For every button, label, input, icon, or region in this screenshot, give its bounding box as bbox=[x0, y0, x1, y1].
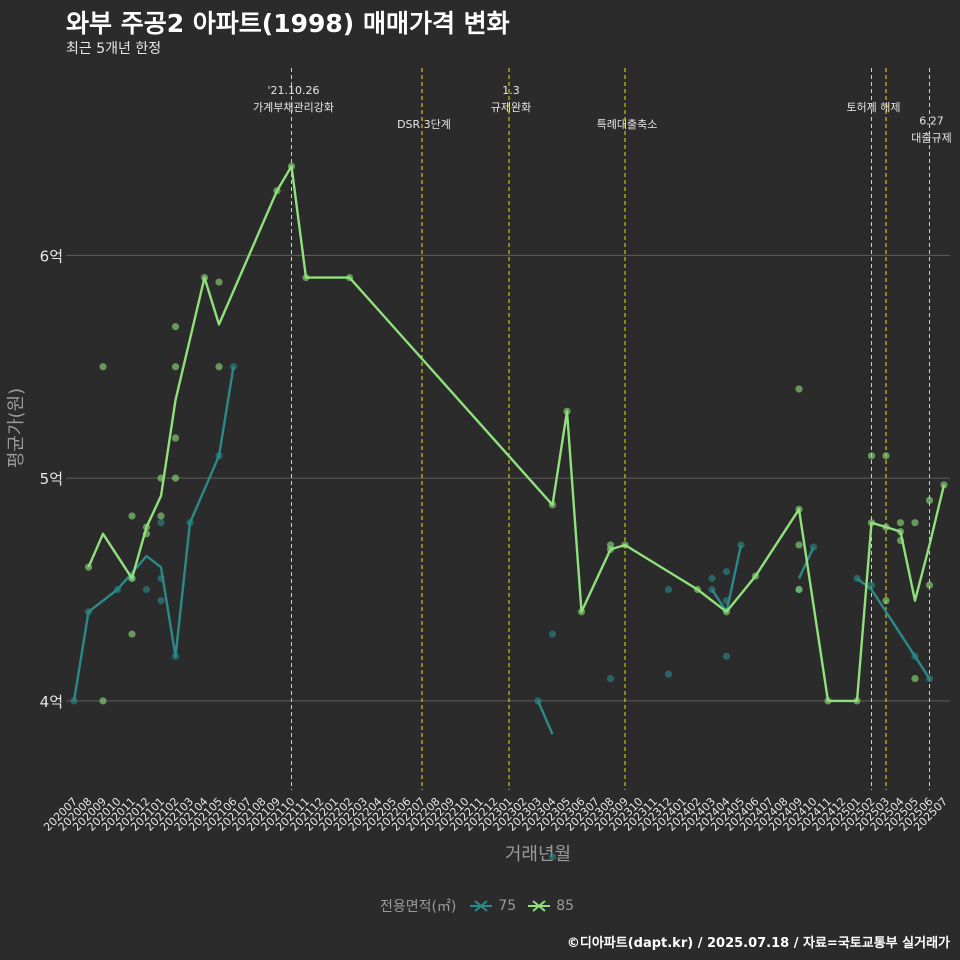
data-point-85 bbox=[99, 363, 107, 371]
source-caption: ©디아파트(dapt.kr) / 2025.07.18 / 자료=국토교통부 실… bbox=[566, 936, 950, 951]
data-point-75 bbox=[722, 652, 731, 660]
legend-label-75: 75 bbox=[498, 898, 517, 914]
x-axis-title: 거래년월 bbox=[505, 844, 571, 865]
data-point-75 bbox=[157, 597, 165, 605]
data-point-85 bbox=[795, 541, 803, 549]
y-tick-label: 6억 bbox=[40, 247, 63, 265]
series-line-75 bbox=[72, 366, 235, 702]
event-label: 대출규제 bbox=[911, 132, 951, 145]
data-point-85 bbox=[795, 585, 803, 594]
series-line-75 bbox=[536, 700, 554, 735]
data-point-85 bbox=[128, 630, 136, 638]
series-line-75 bbox=[856, 577, 931, 680]
data-point-85 bbox=[795, 385, 803, 393]
data-point-85 bbox=[925, 581, 934, 589]
data-point-75 bbox=[664, 670, 673, 678]
data-point-75 bbox=[606, 675, 615, 683]
data-point-85 bbox=[882, 597, 890, 605]
data-point-85 bbox=[157, 512, 165, 520]
event-label: 1.3 bbox=[502, 84, 520, 97]
data-point-85 bbox=[215, 278, 223, 286]
data-point-85 bbox=[99, 697, 107, 705]
legend: 전용면적(㎡) 75 85 bbox=[0, 896, 960, 916]
data-point-85 bbox=[911, 675, 919, 683]
data-point-75 bbox=[664, 585, 673, 594]
data-point-85 bbox=[925, 496, 934, 504]
event-label: 6.27 bbox=[919, 115, 944, 128]
y-axis-title: 평균가(원) bbox=[6, 388, 27, 468]
event-label: '21.10.26 bbox=[267, 84, 319, 97]
data-point-85 bbox=[867, 452, 876, 460]
data-point-75 bbox=[142, 585, 151, 594]
data-point-85 bbox=[171, 363, 180, 371]
event-label: 특례대출축소 bbox=[597, 118, 658, 131]
data-point-75 bbox=[737, 541, 745, 549]
data-point-85 bbox=[171, 434, 180, 442]
chart-title: 와부 주공2 아파트(1998) 매매가격 변화 bbox=[66, 9, 510, 38]
data-point-75 bbox=[548, 853, 557, 861]
data-point-85 bbox=[128, 512, 136, 520]
chart-subtitle: 최근 5개년 한정 bbox=[66, 41, 162, 57]
legend-title: 전용면적(㎡) bbox=[379, 899, 457, 915]
data-point-85 bbox=[171, 323, 180, 331]
data-point-85 bbox=[606, 541, 615, 549]
data-point-75 bbox=[708, 574, 716, 582]
event-label: 가계부채관리강화 bbox=[253, 101, 334, 114]
legend-item-85: 85 bbox=[528, 898, 574, 914]
y-tick-label: 5억 bbox=[40, 470, 63, 488]
legend-item-75: 75 bbox=[470, 898, 516, 914]
legend-key-75-icon bbox=[470, 900, 493, 912]
legend-key-85-icon bbox=[528, 900, 551, 912]
data-point-85 bbox=[882, 452, 890, 460]
y-tick-label: 4억 bbox=[40, 693, 63, 711]
data-point-85 bbox=[896, 519, 905, 527]
data-point-75 bbox=[548, 630, 557, 638]
event-label: 토허제 해제 bbox=[846, 100, 900, 114]
data-point-75 bbox=[722, 568, 731, 576]
data-point-75 bbox=[157, 519, 165, 527]
data-point-85 bbox=[911, 519, 919, 527]
series-line-85 bbox=[87, 165, 946, 703]
event-label: DSR 3단계 bbox=[397, 118, 451, 131]
event-label: 규제완화 bbox=[491, 101, 531, 114]
data-point-85 bbox=[215, 363, 223, 371]
data-point-85 bbox=[171, 474, 180, 482]
legend-label-85: 85 bbox=[556, 898, 575, 914]
